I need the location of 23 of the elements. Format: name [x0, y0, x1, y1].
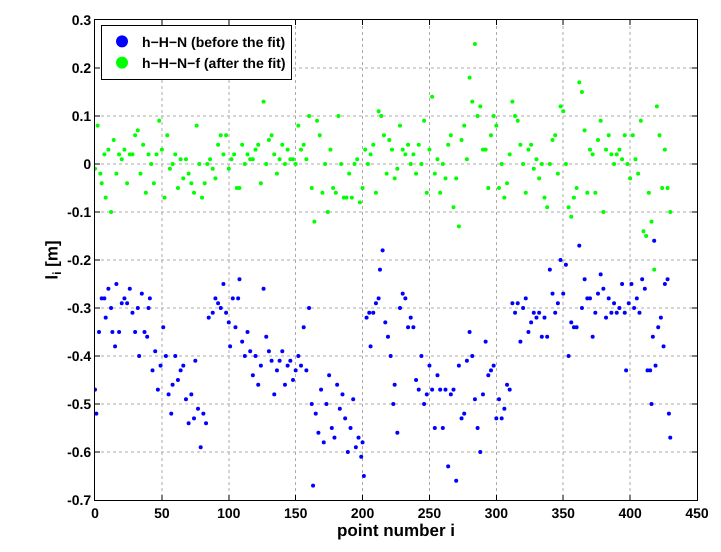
x-tick-label: 200	[350, 504, 374, 521]
x-tick-label: 50	[154, 504, 170, 521]
x-tick-label: 400	[618, 504, 642, 521]
x-axis-title: point number i	[336, 520, 456, 540]
y-tick-label: 0.3	[72, 12, 92, 28]
y-tick-label: -0.4	[67, 348, 92, 364]
x-tick-label: 150	[284, 504, 308, 521]
y-tick-label: -0.6	[67, 444, 92, 460]
y-tick-label: -0.3	[67, 300, 92, 316]
x-tick-label: 100	[217, 504, 241, 521]
x-tick-label: 250	[418, 504, 442, 521]
x-tick-label: 300	[484, 504, 508, 521]
x-tick-label: 450	[685, 504, 709, 521]
legend-label: h−H−N−f (after the fit)	[142, 55, 286, 72]
y-tick-label: 0.1	[72, 108, 92, 124]
y-tick-label: -0.2	[67, 252, 92, 268]
legend-label: h−H−N (before the fit)	[142, 34, 286, 50]
y-tick-label: -0.5	[67, 396, 92, 412]
y-tick-label: -0.1	[67, 204, 92, 220]
y-tick-label: -0.7	[67, 492, 92, 508]
y-tick-label: 0	[83, 156, 92, 172]
y-tick-label: 0.2	[72, 60, 92, 76]
x-tick-label: 350	[552, 504, 576, 521]
